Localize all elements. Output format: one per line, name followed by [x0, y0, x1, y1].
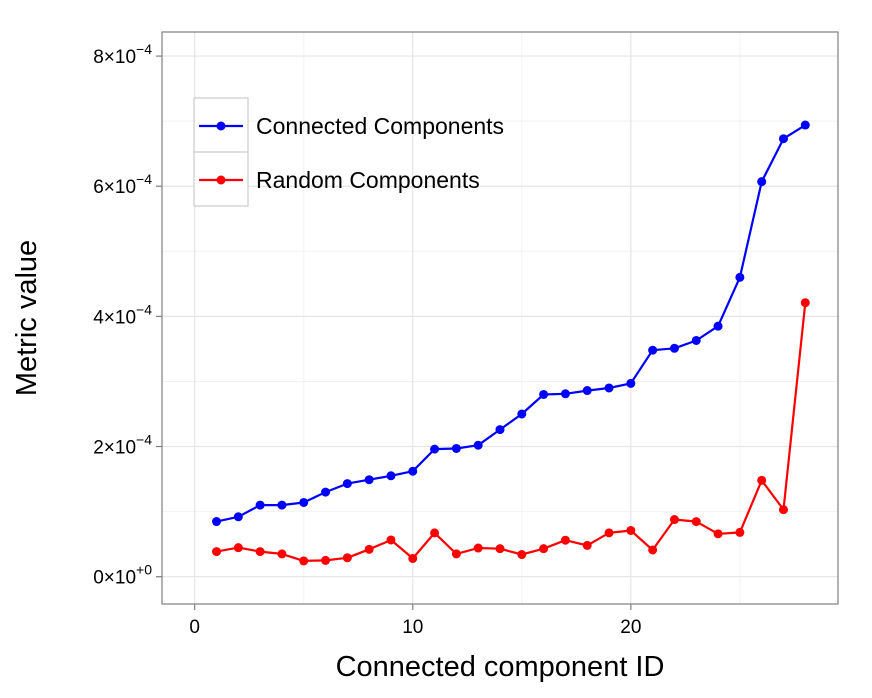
- data-point-connected-components: [495, 425, 505, 435]
- x-tick-label: 0: [189, 617, 200, 638]
- data-point-connected-components: [800, 120, 810, 130]
- data-point-random-components: [342, 553, 352, 563]
- x-tick-label: 20: [620, 617, 641, 638]
- data-point-random-components: [669, 515, 679, 525]
- data-point-random-components: [495, 544, 505, 554]
- plot-panel-border: [161, 31, 839, 605]
- data-point-random-components: [539, 544, 549, 554]
- minor-gridlines: [162, 32, 838, 604]
- data-point-connected-components: [408, 466, 418, 476]
- series-layer: [212, 120, 810, 566]
- data-point-random-components: [473, 543, 483, 553]
- y-tick-label: 2×10−4: [93, 432, 152, 459]
- y-tick-label: 8×10−4: [93, 41, 152, 68]
- y-tick-label: 6×10−4: [93, 171, 152, 198]
- data-point-random-components: [212, 547, 222, 557]
- y-axis-title: Metric value: [11, 240, 43, 396]
- major-gridlines: [162, 32, 838, 604]
- data-point-connected-components: [364, 475, 374, 485]
- data-point-connected-components: [778, 134, 788, 144]
- data-point-connected-components: [691, 335, 701, 345]
- data-point-connected-components: [473, 440, 483, 450]
- data-point-connected-components: [277, 500, 287, 510]
- data-point-random-components: [648, 545, 658, 555]
- data-point-connected-components: [386, 471, 396, 481]
- data-point-connected-components: [757, 177, 767, 187]
- data-point-random-components: [713, 529, 723, 539]
- data-point-connected-components: [604, 383, 614, 393]
- data-point-connected-components: [713, 321, 723, 331]
- data-point-random-components: [364, 544, 374, 554]
- data-point-connected-components: [648, 345, 658, 355]
- data-point-random-components: [255, 547, 265, 557]
- data-point-connected-components: [299, 497, 309, 507]
- data-point-connected-components: [560, 389, 570, 399]
- series-line-connected-components: [216, 124, 806, 523]
- data-point-random-components: [386, 535, 396, 545]
- data-point-random-components: [757, 475, 767, 485]
- data-point-connected-components: [212, 517, 222, 527]
- data-point-random-components: [517, 550, 527, 560]
- legend: Connected Components Random Components: [193, 97, 504, 207]
- legend-label-random: Random Components: [256, 167, 480, 193]
- data-point-random-components: [277, 549, 287, 559]
- data-point-random-components: [430, 528, 440, 538]
- data-point-random-components: [560, 535, 570, 545]
- data-point-random-components: [691, 517, 701, 527]
- data-point-connected-components: [626, 378, 636, 388]
- data-point-connected-components: [342, 479, 352, 489]
- data-point-connected-components: [539, 389, 549, 399]
- y-tick-label: 0×10+0: [93, 562, 152, 589]
- data-point-random-components: [582, 540, 592, 550]
- legend-label-connected: Connected Components: [256, 113, 504, 139]
- x-tick-label: 10: [402, 617, 423, 638]
- data-point-random-components: [800, 298, 810, 308]
- legend-key-point-connected: [216, 121, 226, 131]
- x-axis: 0 10 20: [189, 604, 641, 638]
- data-point-connected-components: [669, 343, 679, 353]
- x-axis-title: Connected component ID: [336, 651, 665, 683]
- data-point-connected-components: [451, 443, 461, 453]
- legend-key-point-random: [216, 175, 226, 185]
- series-line-random-components: [216, 302, 807, 563]
- data-point-connected-components: [430, 444, 440, 454]
- data-point-random-components: [735, 527, 745, 537]
- data-point-random-components: [321, 555, 331, 565]
- data-point-connected-components: [255, 500, 265, 510]
- data-point-random-components: [604, 528, 614, 538]
- data-point-random-components: [233, 543, 243, 553]
- data-point-random-components: [778, 505, 788, 515]
- y-axis: 0×10+0 2×10−4 4×10−4 6×10−4 8×10−4: [93, 41, 162, 589]
- data-point-connected-components: [233, 512, 243, 522]
- y-tick-label: 4×10−4: [93, 301, 152, 328]
- data-point-connected-components: [321, 487, 331, 497]
- data-point-connected-components: [582, 386, 592, 396]
- data-point-connected-components: [517, 409, 527, 419]
- data-point-connected-components: [735, 272, 745, 282]
- data-point-random-components: [299, 556, 309, 566]
- data-point-random-components: [626, 525, 636, 535]
- data-point-random-components: [408, 553, 418, 563]
- data-point-random-components: [451, 549, 461, 559]
